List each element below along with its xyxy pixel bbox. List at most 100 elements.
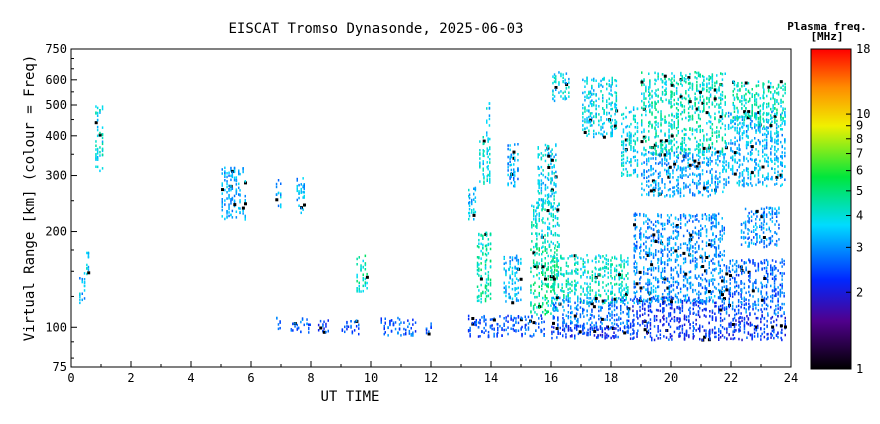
- echo-point: [701, 81, 704, 85]
- echo-point: [520, 327, 522, 330]
- echo-point: [537, 167, 539, 170]
- echo-point: [580, 276, 582, 279]
- echo-point: [568, 77, 570, 81]
- echo-point: [610, 134, 612, 138]
- echo-point: [681, 75, 683, 78]
- echo-point: [556, 259, 558, 262]
- echo-point: [669, 325, 672, 329]
- echo-point: [509, 157, 511, 160]
- echo-point: [356, 290, 358, 293]
- echo-point: [626, 326, 628, 329]
- echo-point: [665, 148, 667, 151]
- echo-point: [715, 267, 717, 270]
- echo-point: [691, 88, 694, 91]
- echo-point: [692, 250, 694, 253]
- echo-point: [633, 291, 635, 294]
- echo-point: [714, 117, 716, 121]
- echo-point: [632, 332, 634, 335]
- echo-point: [686, 299, 689, 303]
- echo-point: [700, 265, 702, 269]
- echo-point: [692, 325, 694, 328]
- echo-point: [679, 270, 682, 273]
- echo-point: [636, 122, 639, 125]
- echo-point: [723, 285, 725, 288]
- echo-point: [714, 131, 716, 134]
- echo-point: [509, 160, 511, 163]
- echo-point: [579, 315, 582, 319]
- echo-point: [541, 236, 543, 239]
- echo-point: [701, 227, 704, 230]
- echo-point: [708, 146, 710, 149]
- echo-point: [517, 262, 520, 266]
- echo-point: [536, 264, 538, 267]
- echo-point: [613, 300, 616, 304]
- echo-point: [556, 221, 559, 225]
- echo-point: [596, 325, 598, 329]
- echo-point: [653, 194, 655, 197]
- echo-point: [711, 74, 714, 78]
- echo-point: [547, 178, 550, 181]
- echo-point: [567, 316, 570, 320]
- echo-point: [699, 176, 701, 179]
- trace-point: [713, 97, 717, 101]
- echo-point: [561, 257, 563, 260]
- echo-point: [711, 316, 714, 320]
- echo-point: [649, 324, 652, 327]
- echo-point: [660, 98, 662, 101]
- echo-point: [95, 158, 97, 161]
- echo-point: [683, 158, 685, 162]
- echo-point: [648, 249, 651, 253]
- echo-point: [643, 101, 645, 104]
- echo-point: [708, 90, 710, 94]
- echo-point: [499, 315, 501, 318]
- echo-point: [633, 324, 635, 327]
- echo-point: [550, 232, 552, 235]
- echo-point: [703, 134, 705, 137]
- echo-point: [711, 179, 713, 182]
- echo-point: [679, 166, 682, 169]
- echo-point: [505, 261, 507, 265]
- echo-point: [648, 218, 651, 222]
- echo-point: [224, 199, 226, 202]
- echo-point: [721, 307, 724, 310]
- echo-point: [473, 187, 475, 190]
- echo-point: [672, 276, 675, 279]
- echo-point: [643, 256, 645, 259]
- echo-point: [574, 292, 576, 295]
- echo-point: [96, 150, 99, 153]
- echo-point: [613, 331, 615, 334]
- trace-point: [573, 254, 577, 258]
- echo-point: [611, 83, 613, 86]
- echo-point: [678, 326, 680, 329]
- echo-point: [601, 333, 604, 337]
- echo-point: [665, 87, 667, 90]
- echo-point: [708, 120, 710, 123]
- echo-point: [356, 287, 358, 290]
- echo-point: [613, 322, 616, 326]
- trace-point: [94, 121, 98, 125]
- echo-point: [586, 94, 588, 97]
- echo-point: [679, 319, 681, 322]
- echo-point: [688, 315, 690, 318]
- echo-point: [412, 334, 414, 337]
- echo-point: [657, 184, 660, 188]
- echo-point: [651, 104, 653, 108]
- echo-point: [626, 170, 629, 174]
- echo-point: [540, 179, 543, 182]
- echo-point: [512, 324, 514, 327]
- echo-point: [553, 202, 555, 205]
- echo-point: [671, 338, 673, 341]
- trace-point: [512, 150, 516, 154]
- echo-point: [634, 155, 636, 158]
- echo-point: [620, 298, 622, 301]
- echo-point: [430, 324, 432, 328]
- echo-point: [538, 179, 540, 183]
- echo-point: [405, 328, 407, 332]
- echo-point: [721, 290, 723, 294]
- echo-point: [723, 327, 726, 331]
- echo-point: [662, 310, 664, 314]
- echo-point: [721, 287, 723, 291]
- echo-point: [605, 284, 608, 287]
- echo-point: [655, 286, 657, 290]
- echo-point: [660, 149, 662, 153]
